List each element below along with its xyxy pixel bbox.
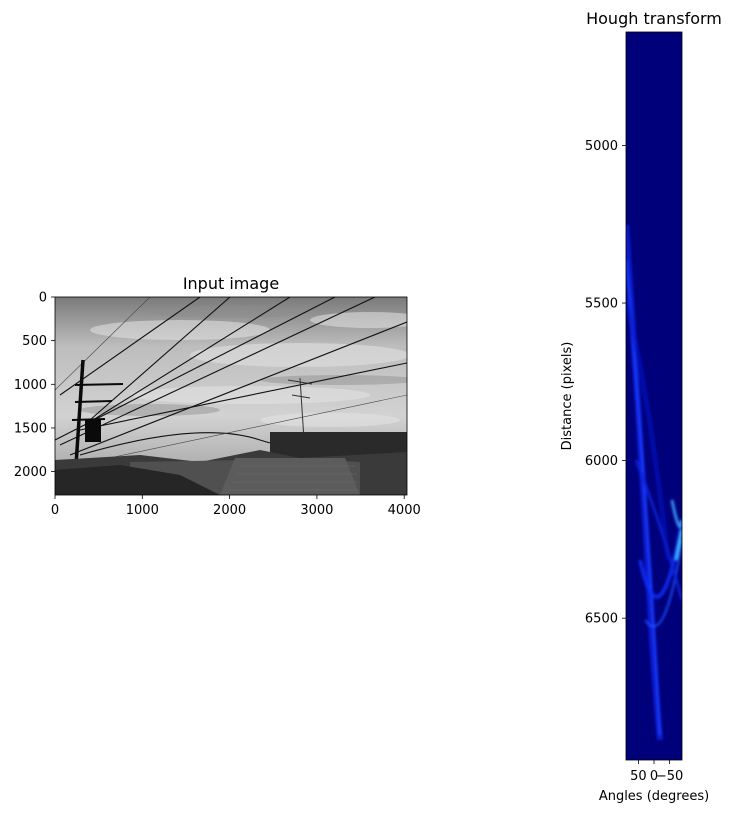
- input-image-y-tick-label: 500: [22, 334, 47, 349]
- hough-transform-title: Hough transform: [586, 9, 722, 28]
- hough-y-axis: 5000 5500 6000 6500: [585, 139, 626, 627]
- input-image-y-axis: 0 500 1000 1500 2000: [14, 291, 55, 481]
- hough-x-tick-label: 50: [630, 769, 647, 784]
- input-image-y-tick-label: 0: [39, 291, 47, 306]
- input-image-title: Input image: [183, 274, 279, 293]
- input-image-x-tick-label: 1000: [126, 503, 159, 518]
- input-image-panel: Input image: [14, 274, 430, 518]
- hough-y-tick-label: 5500: [585, 297, 618, 312]
- input-image-x-tick-label: 3000: [300, 503, 333, 518]
- input-image-x-axis: 0 1000 2000 3000 4000: [51, 495, 421, 518]
- hough-x-axis: 50 0−50: [630, 760, 683, 784]
- input-image-y-tick-label: 1500: [14, 421, 47, 436]
- hough-x-axis-label: Angles (degrees): [599, 789, 709, 804]
- input-image-photo: [55, 297, 430, 495]
- input-image-y-tick-label: 1000: [14, 378, 47, 393]
- input-image-x-tick-label: 0: [51, 503, 59, 518]
- hough-y-tick-label: 6500: [585, 612, 618, 627]
- hough-x-tick-label: −50: [656, 769, 683, 784]
- input-image-y-tick-label: 2000: [14, 465, 47, 480]
- input-image-x-tick-label: 2000: [213, 503, 246, 518]
- hough-transform-heatmap: [626, 32, 682, 760]
- hough-transform-panel: Hough transform 50 0−50 5000550060006500 …: [560, 9, 722, 804]
- hough-y-tick-label: 6000: [585, 454, 618, 469]
- hough-y-axis-label: Distance (pixels): [560, 342, 575, 451]
- hough-y-tick-label: 5000: [585, 139, 618, 154]
- input-image-x-tick-label: 4000: [388, 503, 421, 518]
